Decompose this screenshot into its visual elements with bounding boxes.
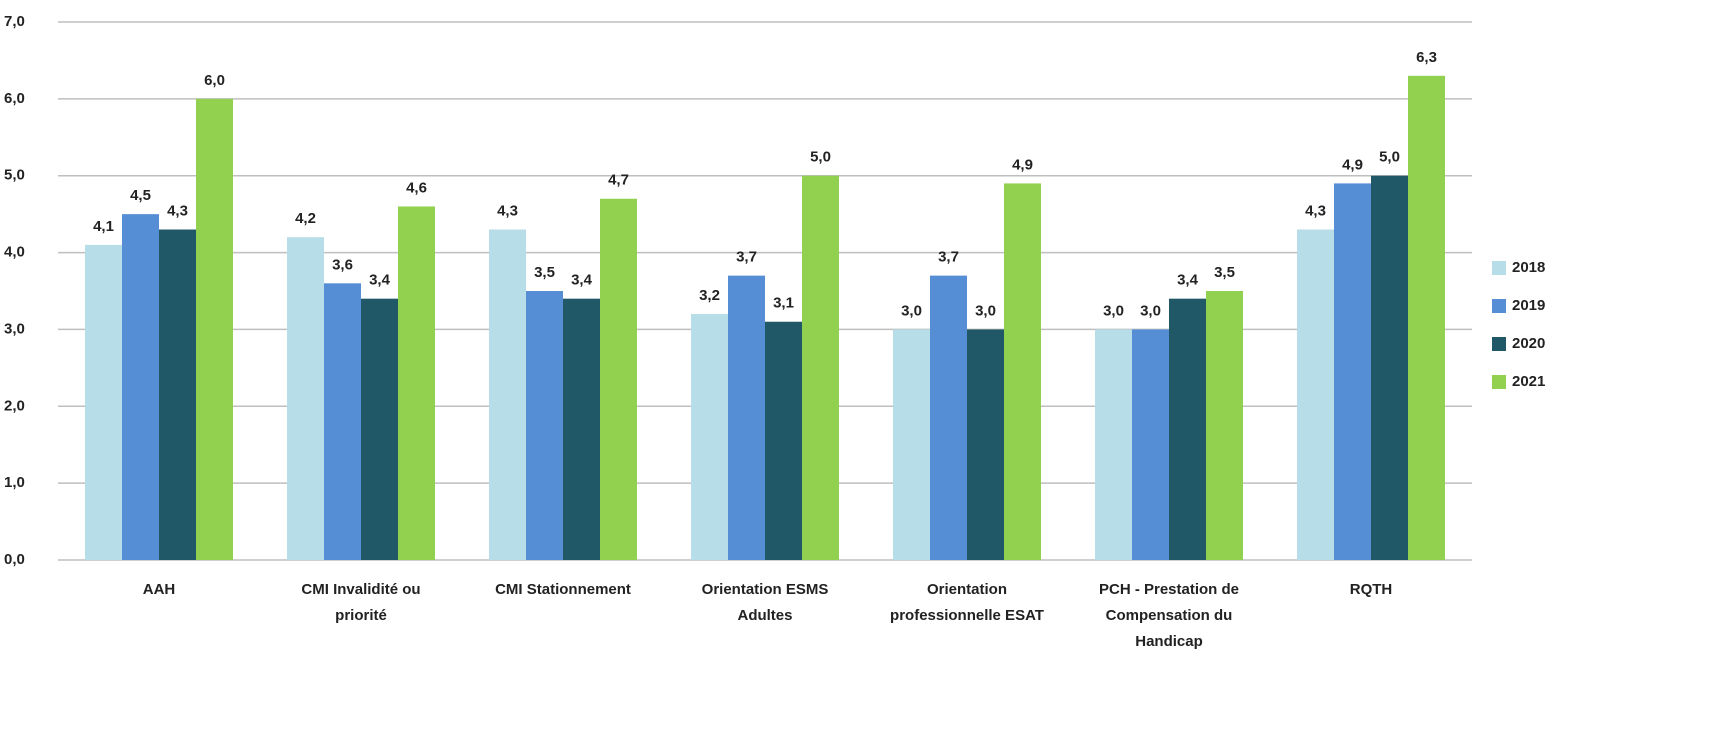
- legend-label: 2020: [1512, 335, 1545, 352]
- bar: [526, 291, 563, 560]
- data-label: 3,0: [1103, 302, 1124, 319]
- y-tick-label: 2,0: [4, 397, 25, 414]
- data-label: 5,0: [1379, 149, 1400, 166]
- x-tick-label: Orientation ESMS Adultes: [701, 581, 829, 624]
- bar: [159, 229, 196, 560]
- x-tick-label: CMI Invalidité ou priorité: [301, 581, 421, 624]
- legend-label: 2018: [1512, 259, 1545, 276]
- bar: [563, 298, 600, 560]
- data-label: 5,0: [810, 149, 831, 166]
- bar: [930, 275, 967, 560]
- data-label: 4,5: [130, 187, 151, 204]
- y-tick-label: 3,0: [4, 320, 25, 337]
- legend-swatch: [1492, 375, 1506, 389]
- data-label: 3,0: [975, 302, 996, 319]
- data-label: 3,5: [1214, 264, 1235, 281]
- x-tick-label: AAH: [142, 581, 176, 598]
- bar: [1132, 329, 1169, 560]
- bar: [398, 206, 435, 560]
- bar: [287, 237, 324, 560]
- data-label: 4,9: [1012, 156, 1033, 173]
- data-label: 4,3: [497, 202, 518, 219]
- y-tick-label: 4,0: [4, 244, 25, 261]
- legend-swatch: [1492, 261, 1506, 275]
- x-tick-label: PCH - Prestation de Compensation du Hand…: [1098, 581, 1240, 650]
- data-label: 4,2: [295, 210, 316, 227]
- x-tick-label: Orientation professionnelle ESAT: [890, 581, 1044, 624]
- y-tick-label: 5,0: [4, 167, 25, 184]
- bar: [691, 314, 728, 560]
- y-tick-label: 1,0: [4, 474, 25, 491]
- data-label: 4,7: [608, 172, 629, 189]
- data-label: 3,6: [332, 256, 353, 273]
- x-tick-label: CMI Stationnement: [495, 581, 631, 598]
- bar: [600, 198, 637, 560]
- data-label: 4,9: [1342, 156, 1363, 173]
- bar: [1004, 183, 1041, 560]
- bar: [802, 175, 839, 560]
- bar: [1334, 183, 1371, 560]
- data-label: 3,1: [773, 295, 794, 312]
- data-label: 3,4: [1177, 272, 1199, 289]
- bar: [967, 329, 1004, 560]
- bar: [1408, 75, 1445, 561]
- x-tick-label: RQTH: [1349, 581, 1393, 598]
- legend-label: 2019: [1512, 297, 1545, 314]
- bar: [1169, 298, 1206, 560]
- bar: [196, 98, 233, 560]
- data-label: 4,1: [93, 218, 114, 235]
- bar: [1371, 175, 1408, 560]
- data-label: 3,2: [699, 287, 720, 304]
- data-label: 6,0: [204, 72, 225, 89]
- bar: [1297, 229, 1334, 560]
- legend-swatch: [1492, 299, 1506, 313]
- bar: [1206, 291, 1243, 560]
- data-label: 4,3: [1305, 202, 1326, 219]
- data-label: 6,3: [1416, 49, 1437, 66]
- bar: [765, 321, 802, 560]
- data-label: 3,7: [736, 249, 757, 266]
- data-label: 3,5: [534, 264, 555, 281]
- bar: [361, 298, 398, 560]
- bar: [728, 275, 765, 560]
- bar: [85, 244, 122, 560]
- data-label: 3,0: [901, 302, 922, 319]
- legend-swatch: [1492, 337, 1506, 351]
- data-label: 3,4: [571, 272, 593, 289]
- data-label: 4,6: [406, 179, 427, 196]
- y-tick-label: 7,0: [4, 13, 25, 30]
- y-tick-label: 0,0: [4, 551, 25, 568]
- data-label: 3,7: [938, 249, 959, 266]
- data-label: 3,4: [369, 272, 391, 289]
- bar: [122, 214, 159, 560]
- bar: [489, 229, 526, 560]
- data-label: 3,0: [1140, 302, 1161, 319]
- legend-label: 2021: [1512, 373, 1545, 390]
- bar: [1095, 329, 1132, 560]
- data-label: 4,3: [167, 202, 188, 219]
- y-tick-label: 6,0: [4, 90, 25, 107]
- bar: [324, 283, 361, 560]
- bar: [893, 329, 930, 560]
